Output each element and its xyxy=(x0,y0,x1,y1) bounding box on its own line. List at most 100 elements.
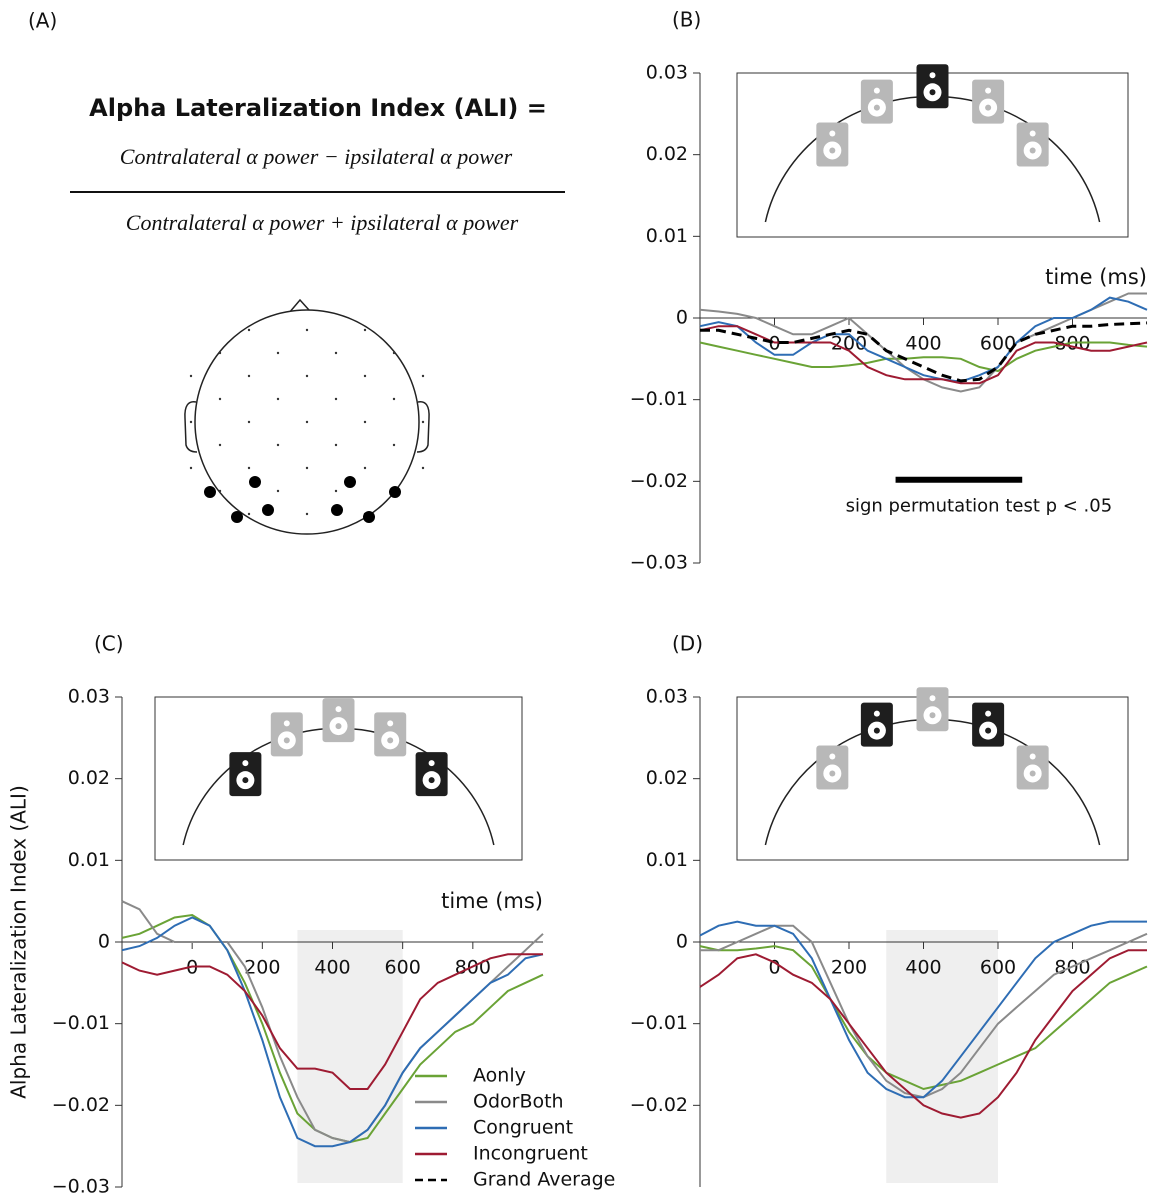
speaker-center xyxy=(985,727,992,734)
selected-electrode xyxy=(344,476,356,488)
electrode xyxy=(334,397,338,401)
speaker-center xyxy=(387,737,394,744)
electrode xyxy=(189,374,193,378)
speaker-tweeter xyxy=(873,710,880,717)
series-line xyxy=(699,296,1148,383)
electrode xyxy=(363,466,367,470)
electrode xyxy=(421,466,425,470)
y-tick-label: 0.01 xyxy=(646,225,688,247)
speaker-tweeter xyxy=(929,695,936,702)
electrode xyxy=(421,374,425,378)
speaker-center xyxy=(873,104,880,111)
series-line xyxy=(699,325,1148,385)
speaker-tweeter xyxy=(428,760,435,767)
y-tick-label: 0 xyxy=(676,931,688,953)
speaker-tweeter xyxy=(1029,753,1036,760)
speaker-tweeter xyxy=(985,87,992,94)
speaker-center xyxy=(829,147,836,154)
electrode xyxy=(276,443,280,447)
electrode xyxy=(305,466,309,470)
speaker-center xyxy=(428,777,435,784)
electrode xyxy=(218,397,222,401)
series-line xyxy=(699,945,1148,1091)
y-tick-label: 0 xyxy=(676,307,688,329)
legend-label: Aonly xyxy=(473,1065,526,1087)
speaker-tweeter xyxy=(929,72,936,79)
electrode xyxy=(189,466,193,470)
speaker-center xyxy=(873,727,880,734)
speaker-tweeter xyxy=(335,706,342,713)
x-tick-label: 200 xyxy=(831,957,867,979)
y-axis-label: Alpha Lateralization Index (ALI) xyxy=(7,785,31,1099)
legend-label: Congruent xyxy=(473,1117,573,1139)
electrode xyxy=(334,443,338,447)
electrode xyxy=(334,351,338,355)
significance-label: sign permutation test p < .05 xyxy=(846,496,1113,517)
y-tick-label: −0.02 xyxy=(630,1094,688,1116)
highlight-region xyxy=(297,930,403,1183)
x-tick-label: 400 xyxy=(314,957,350,979)
electrode xyxy=(421,420,425,424)
series-line xyxy=(699,949,1147,1119)
y-tick-label: −0.01 xyxy=(52,1012,110,1034)
formula-numerator: Contralateral α power − ipsilateral α po… xyxy=(120,144,513,169)
x-axis-label: time (ms) xyxy=(441,889,543,913)
electrode xyxy=(392,443,396,447)
electrode xyxy=(363,374,367,378)
speaker-tweeter xyxy=(829,130,836,137)
electrode xyxy=(363,328,367,332)
x-tick-label: 600 xyxy=(385,957,421,979)
x-tick-label: 200 xyxy=(831,333,867,355)
ear xyxy=(184,401,198,453)
electrode xyxy=(305,374,309,378)
selected-electrode xyxy=(231,511,243,523)
selected-electrode xyxy=(363,511,375,523)
electrode xyxy=(218,351,222,355)
speaker-center xyxy=(242,777,249,784)
x-tick-label: 200 xyxy=(244,957,280,979)
selected-electrode xyxy=(204,486,216,498)
formula-title: Alpha Lateralization Index (ALI) = xyxy=(89,94,547,122)
series-line xyxy=(699,341,1148,373)
electrode xyxy=(276,397,280,401)
speaker-center xyxy=(929,89,936,96)
speaker-center xyxy=(829,770,836,777)
speaker-center xyxy=(985,104,992,111)
selected-electrode xyxy=(262,504,274,516)
speaker-tweeter xyxy=(829,753,836,760)
series-line xyxy=(699,920,1147,1099)
speaker-tweeter xyxy=(242,760,249,767)
panel-label: (B) xyxy=(672,8,701,32)
y-tick-label: −0.02 xyxy=(630,470,688,492)
selected-electrode xyxy=(249,476,261,488)
y-tick-label: −0.01 xyxy=(630,388,688,410)
y-tick-label: −0.03 xyxy=(52,1176,110,1196)
y-tick-label: −0.01 xyxy=(630,1012,688,1034)
y-tick-label: −0.02 xyxy=(52,1094,110,1116)
electrode xyxy=(392,351,396,355)
y-tick-label: 0.03 xyxy=(646,686,688,708)
speaker-tweeter xyxy=(1029,130,1036,137)
x-axis-label: time (ms) xyxy=(1045,265,1147,289)
electrode xyxy=(189,420,193,424)
x-tick-label: 600 xyxy=(980,957,1016,979)
electrode xyxy=(305,420,309,424)
x-tick-label: 400 xyxy=(905,957,941,979)
y-tick-label: 0.02 xyxy=(68,767,110,789)
panel-label: (D) xyxy=(672,632,703,656)
x-tick-label: 400 xyxy=(905,333,941,355)
speaker-center xyxy=(335,723,342,730)
selected-electrode xyxy=(331,504,343,516)
electrode xyxy=(305,328,309,332)
panel-label: (C) xyxy=(94,632,124,656)
legend-label: Grand Average xyxy=(473,1169,615,1191)
electrode xyxy=(334,489,338,493)
speaker-tweeter xyxy=(283,720,290,727)
electrode xyxy=(305,512,309,516)
formula-denominator: Contralateral α power + ipsilateral α po… xyxy=(126,210,519,235)
y-tick-label: 0.03 xyxy=(68,686,110,708)
y-tick-label: 0.02 xyxy=(646,143,688,165)
